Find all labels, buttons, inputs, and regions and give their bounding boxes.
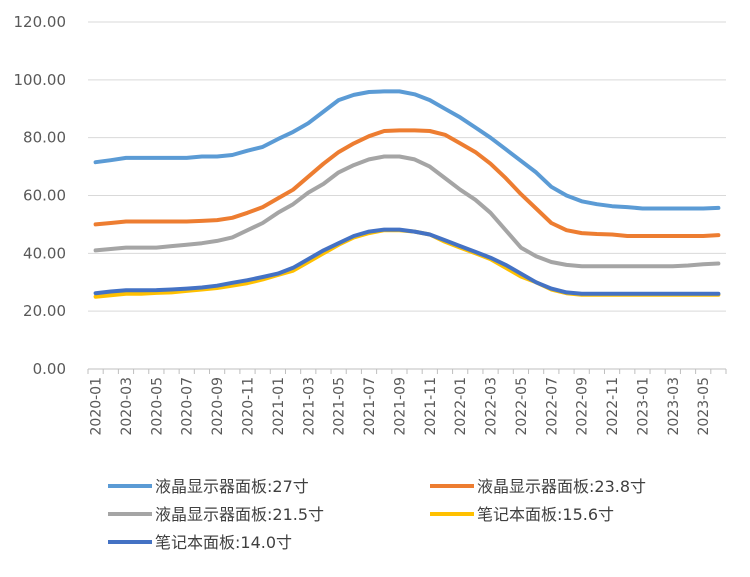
x-tick-label: 2020-03 [119,377,135,436]
x-tick-label: 2021-01 [271,377,287,436]
y-axis: 0.00 20.00 40.00 60.00 80.00 100.00 120.00 [14,13,67,378]
series-line-3 [93,154,721,269]
x-tick-label: 2020-07 [180,377,196,436]
x-tick-label: 2021-05 [332,377,348,436]
x-tick-label: 2021-09 [392,377,408,436]
legend-label: 笔记本面板:14.0寸 [155,533,292,552]
grid-lines [88,21,726,370]
series-line-2 [93,128,721,238]
legend-label: 液晶显示器面板:21.5寸 [155,505,324,524]
x-tick-label: 2021-03 [301,377,317,436]
x-tick-label: 2022-09 [575,377,591,436]
x-tick-label: 2020-05 [149,377,165,436]
series-line-5 [93,227,721,296]
x-tick-label: 2022-03 [484,377,500,436]
series-line-1 [93,89,721,211]
x-tick-label: 2020-01 [89,377,105,436]
legend-label: 笔记本面板:15.6寸 [477,505,614,524]
x-tick-label: 2022-07 [544,377,560,436]
x-tick-label: 2023-03 [666,377,682,436]
y-tick-label: 60.00 [23,187,66,205]
legend-label: 液晶显示器面板:23.8寸 [477,477,646,496]
y-tick-label: 80.00 [23,129,66,147]
x-axis: 2020-01 2020-03 2020-05 2020-07 2020-09 2020-… [87,369,727,436]
y-tick-label: 40.00 [23,244,66,262]
x-tick-label: 2022-01 [453,377,469,436]
x-tick-label: 2023-05 [696,377,712,436]
y-tick-label: 20.00 [23,302,66,320]
x-tick-label: 2021-07 [362,377,378,436]
x-tick-label: 2022-11 [605,377,621,436]
x-tick-label: 2020-09 [210,377,226,436]
x-tick-label: 2020-11 [241,377,257,436]
y-tick-label: 100.00 [14,71,67,89]
x-tick-label: 2021-11 [423,377,439,436]
y-tick-label: 0.00 [33,360,66,378]
x-tick-label: 2022-05 [514,377,530,436]
series-lines [93,89,721,299]
x-tick-label: 2023-01 [635,377,651,436]
legend-label: 液晶显示器面板:27寸 [155,477,309,496]
y-tick-label: 120.00 [14,13,67,31]
